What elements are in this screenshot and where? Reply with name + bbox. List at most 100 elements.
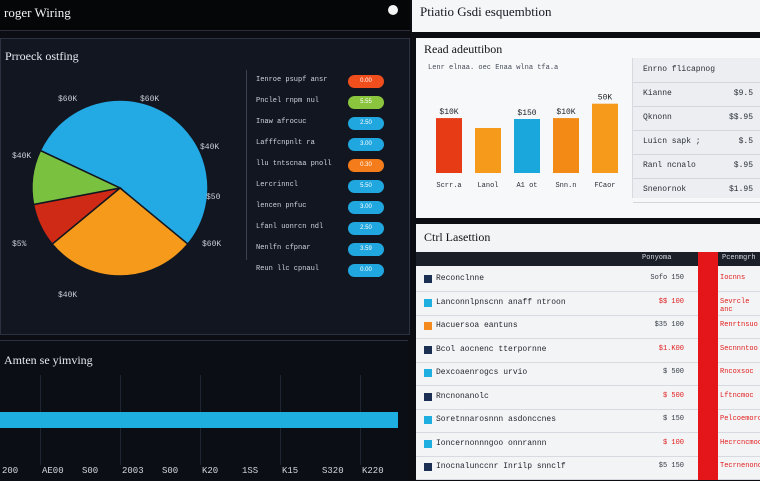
side-table-value: $$.95 [728, 113, 753, 122]
legend-label: Lfanl uonrcn ndl [256, 223, 324, 231]
pie-panel-title: Prroeck ostfing [5, 49, 79, 63]
pie-label: $5% [12, 240, 27, 249]
legend-value-pill[interactable]: 3.59 [348, 243, 384, 256]
x-tick-label: 200 [2, 466, 19, 476]
table-row[interactable]: Soretnnarosnnn asdonccnes $ 150 Pelcoemorc [416, 409, 760, 433]
row-value: Sofo 150 [650, 274, 684, 282]
x-tick-label: S00 [162, 466, 179, 476]
side-table-label: Enrno flicapnog [643, 65, 716, 74]
right-window-titlebar: Ptiatio Gsdi esquembtion [412, 0, 760, 32]
legend-value-pill[interactable]: 2.50 [348, 222, 384, 235]
legend-value-pill[interactable]: 2.50 [348, 117, 384, 130]
side-table-value: $1.95 [728, 185, 753, 194]
vbar-value-label: $10K [439, 108, 458, 117]
table-row[interactable]: Rncnonanolc $ 500 Lftncmoc [416, 386, 760, 410]
vbar-value-label: $150 [517, 109, 536, 118]
legend-label: Reun llc cpnaul [256, 265, 320, 273]
table-row[interactable]: Lanconnlpnscnn anaff ntroon $$ 100 Sevrcle… [416, 292, 760, 316]
legend-label: Lercrinncl [256, 181, 299, 189]
row-color-swatch [424, 463, 432, 471]
table-header-a: Ponyoma [642, 254, 672, 262]
legend-value-pill[interactable]: 5.55 [348, 96, 384, 109]
vbar [475, 128, 501, 173]
row-name: Rncnonanolc [436, 391, 489, 401]
legend-row[interactable]: Pnclel rnpm nul 5.55 [256, 95, 406, 111]
pie-slice-orange [51, 187, 189, 277]
side-table-value: $.5 [738, 137, 753, 146]
x-tick-label: 2003 [122, 466, 144, 476]
vbar-value-label: $10K [556, 108, 575, 117]
row-color-swatch [424, 416, 432, 424]
status-dot-icon[interactable] [388, 5, 398, 15]
side-table-value: $.95 [733, 161, 753, 170]
side-table-row: Snenornok $1.95 [633, 178, 760, 203]
legend-label: Nenlfn cfpnar [256, 244, 311, 252]
legend-value-pill[interactable]: 5.50 [348, 180, 384, 193]
row-color-swatch [424, 275, 432, 283]
side-table-row: Qknonn $$.95 [633, 106, 760, 131]
row-name: Dexcoaenrogcs urvio [436, 368, 528, 377]
pie-label: $40K [58, 291, 78, 300]
legend-value-pill[interactable]: 0.00 [348, 75, 384, 88]
pie-label: $40K [12, 152, 32, 161]
x-tick-label: S320 [322, 466, 344, 476]
table-panel-title: Ctrl Lasettion [424, 230, 491, 244]
right-window-title: Ptiatio Gsdi esquembtion [420, 4, 552, 19]
legend-value-pill[interactable]: 0.30 [348, 159, 384, 172]
vbar [553, 118, 579, 173]
window-separator [410, 0, 416, 480]
left-window-titlebar: roger Wiring [0, 0, 410, 31]
row-name: Ioncernonnngoo onnrannn [436, 438, 547, 448]
x-tick-label: K20 [202, 466, 219, 476]
row-color-swatch [424, 369, 432, 377]
vbar-category-label: FCaor [594, 182, 615, 190]
vbar-value-label: 50K [598, 94, 613, 103]
vbar [436, 118, 462, 173]
table-row[interactable]: Hacuersoa eantuns $35 100 Renrtnsuo [416, 315, 760, 339]
table-row[interactable]: Bcol aocnenc tterpornne $1.K00 Secnnntoo [416, 339, 760, 363]
bar-panel-title: Amten se yimving [4, 353, 93, 367]
side-table-label: Luicn sapk ; [643, 137, 701, 146]
side-table-label: Ranl ncnalo [643, 161, 696, 170]
side-table-label: Kianne [643, 89, 672, 98]
bar-panel: Amten se yimving [0, 340, 408, 481]
row-status: Iocnns [720, 274, 746, 282]
left-window-title: roger Wiring [4, 5, 71, 20]
legend-row[interactable]: llu tntscnaa pnoll 0.30 [256, 158, 406, 174]
legend-row[interactable]: Reun llc cpnaul 0.00 [256, 263, 406, 279]
legend-divider [246, 70, 247, 260]
pie-label: $60K [140, 95, 160, 104]
pie-label: $60K [202, 240, 222, 249]
table-row[interactable]: Reconclnne Sofo 150 Iocnns [416, 268, 760, 292]
vbar-subtitle: Lenr elnaa. oec Enaa wlna tfa.a [428, 64, 559, 72]
legend-value-pill[interactable]: 3.00 [348, 138, 384, 151]
pie-label: $50 [206, 193, 221, 202]
legend-row[interactable]: Lercrinncl 5.50 [256, 179, 406, 195]
legend-value-pill[interactable]: 3.00 [348, 201, 384, 214]
row-value: $ 150 [662, 415, 684, 423]
legend-row[interactable]: Lfanl uonrcn ndl 2.50 [256, 221, 406, 237]
row-value: $ 500 [662, 391, 684, 400]
vbar-category-label: Snn.n [555, 182, 576, 190]
vbar-category-label: Scrr.a [436, 182, 461, 190]
legend-value-pill[interactable]: 0.00 [348, 264, 384, 277]
legend-row[interactable]: Inaw afrocuc 2.50 [256, 116, 406, 132]
row-value: $ 100 [662, 438, 684, 447]
legend-row[interactable]: lencen pnfuc 3.00 [256, 200, 406, 216]
legend-row[interactable]: Lafffcnpnlt ra 3.00 [256, 137, 406, 153]
horizontal-bar [0, 412, 398, 428]
table-row[interactable]: Dexcoaenrogcs urvio $ 500 Rncoxsoc [416, 362, 760, 386]
legend-label: llu tntscnaa pnoll [256, 160, 332, 168]
legend-label: Pnclel rnpm nul [256, 97, 320, 105]
legend-label: Lafffcnpnlt ra [256, 139, 315, 147]
legend-row[interactable]: Ienroe psupf ansr 0.00 [256, 74, 406, 90]
row-color-swatch [424, 392, 432, 401]
row-name: Soretnnarosnnn asdonccnes [436, 415, 557, 424]
row-name: Hacuersoa eantuns [436, 321, 518, 330]
row-value: $$ 100 [658, 297, 684, 306]
legend-row[interactable]: Nenlfn cfpnar 3.59 [256, 242, 406, 258]
table-row[interactable]: Ioncernonnngoo onnrannn $ 100 Hecrcncmoo [416, 433, 760, 457]
row-name: Lanconnlpnscnn anaff ntroon [436, 297, 566, 307]
x-tick-label: 1SS [242, 466, 259, 476]
row-name: Inocnalunccnr Inrilp snnclf [436, 462, 566, 471]
